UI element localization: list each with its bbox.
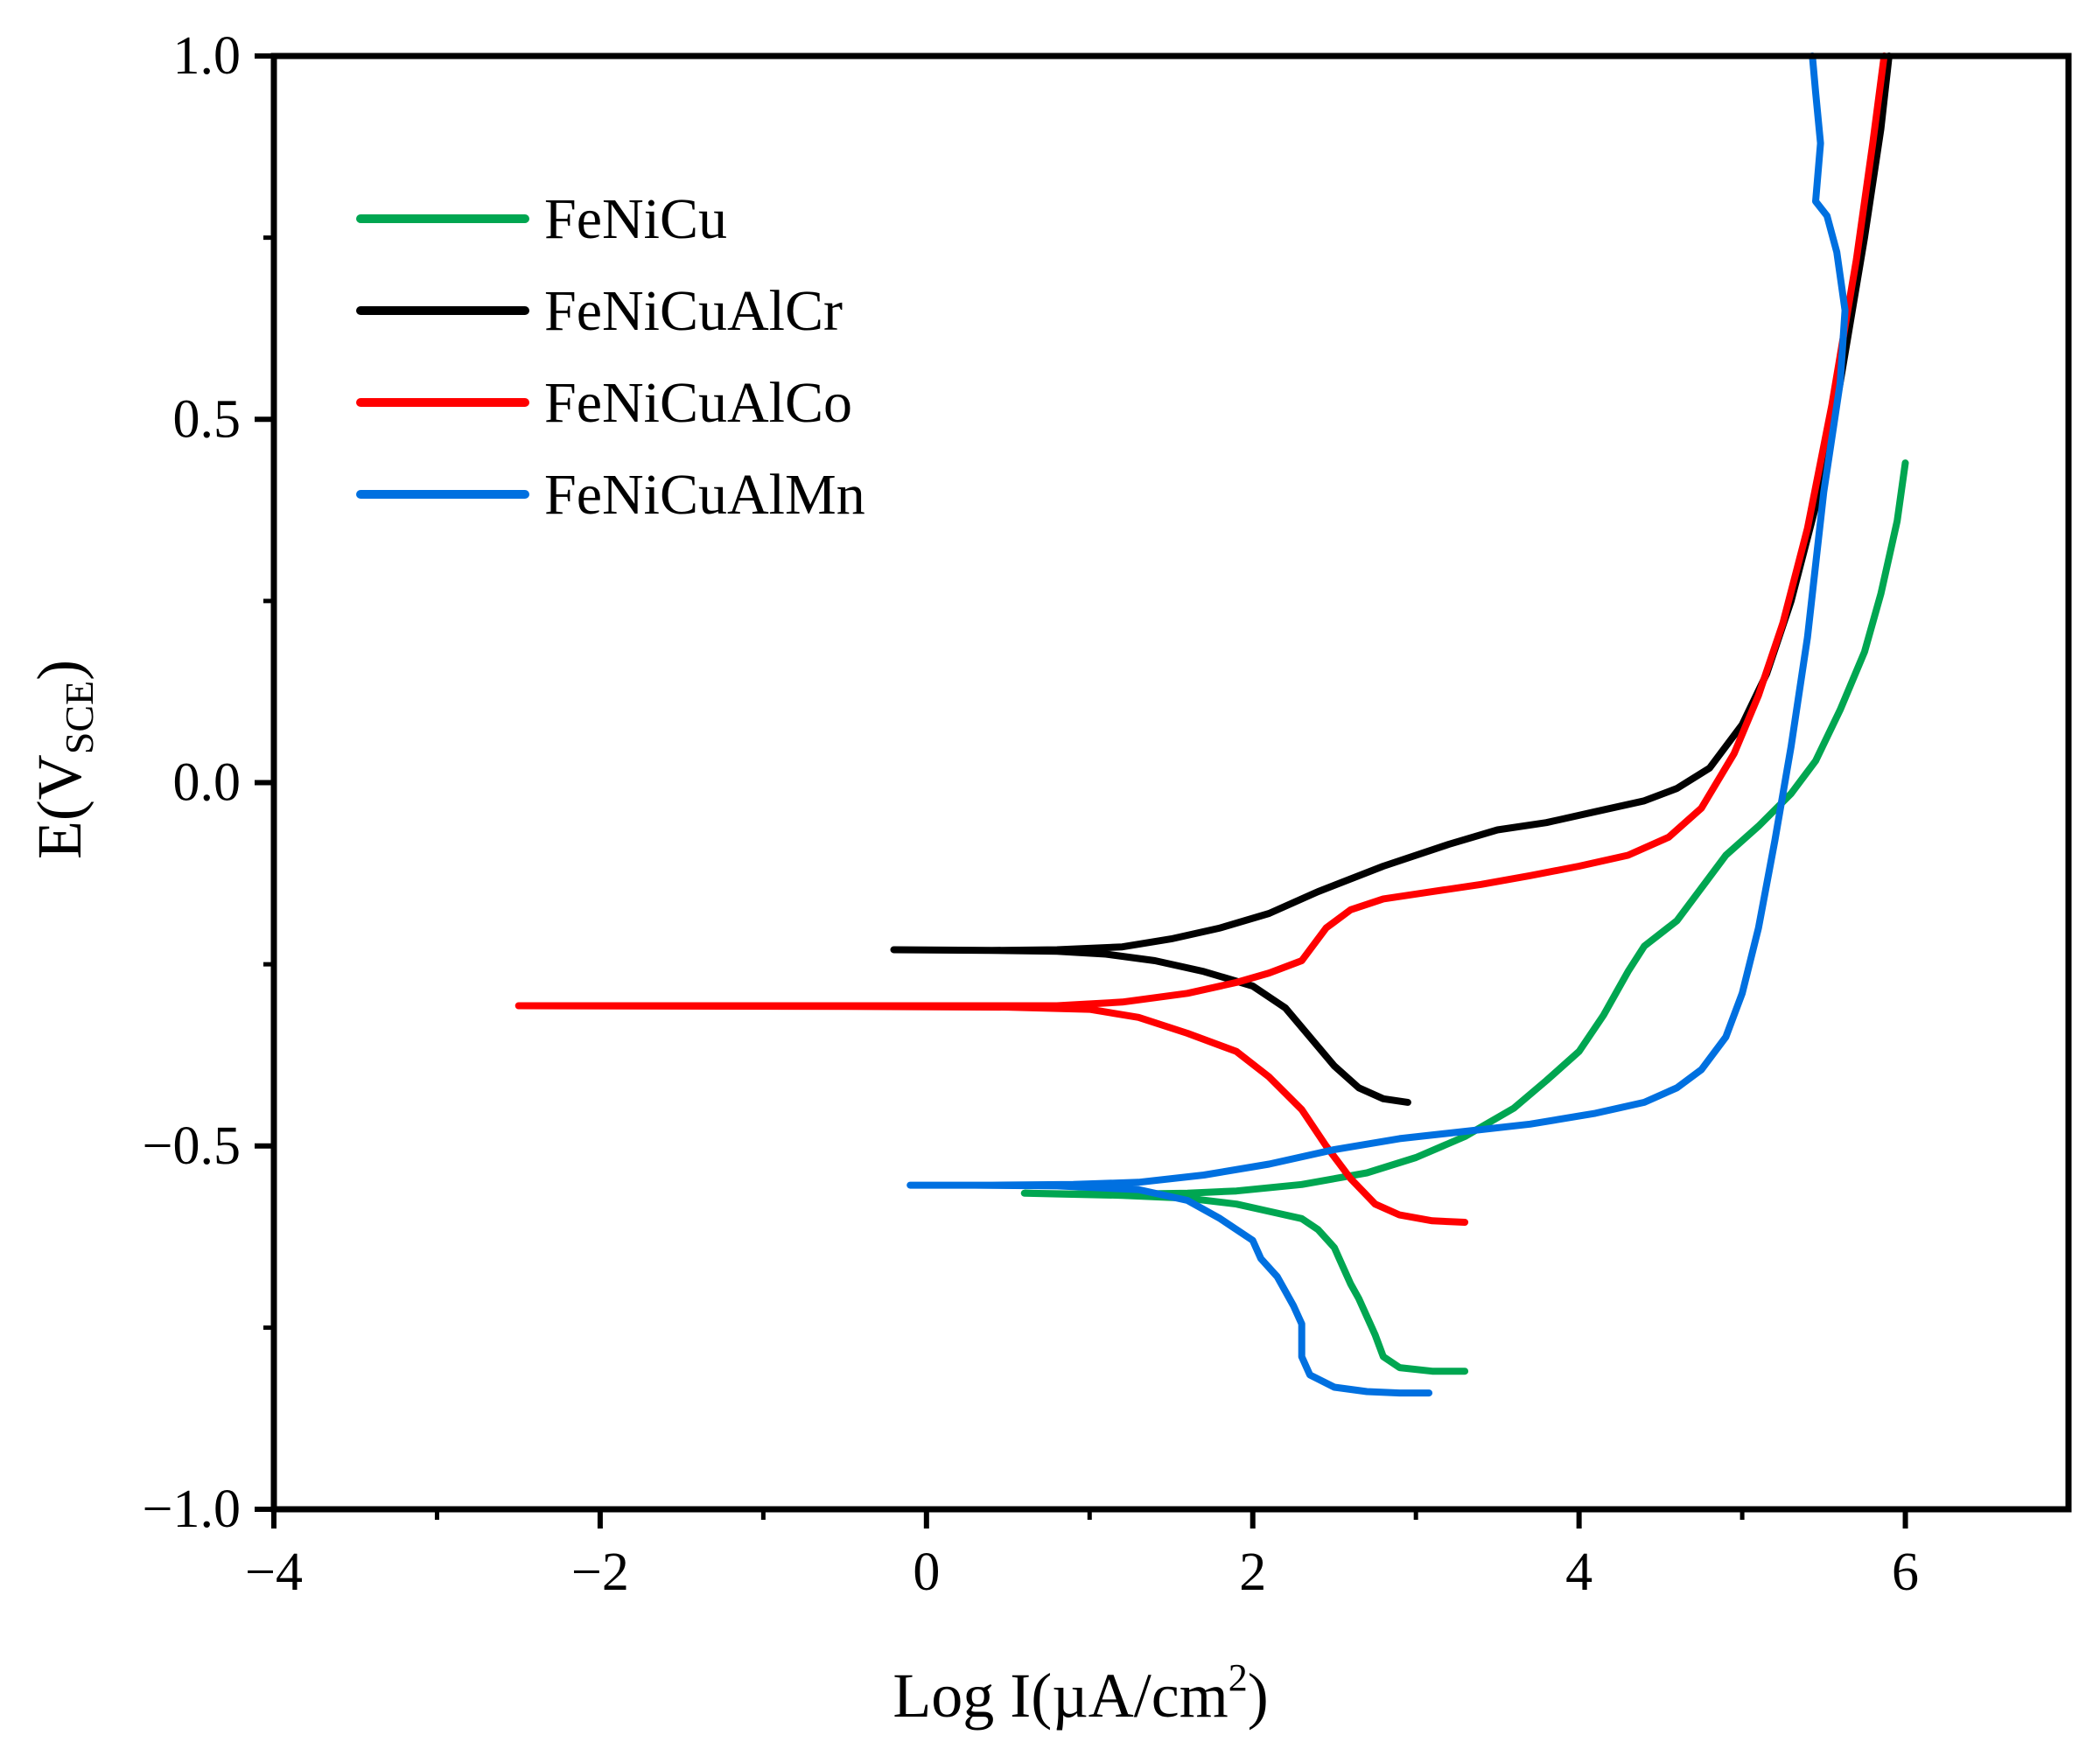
legend-label-fenicualmn: FeNiCuAlMn [544,463,865,527]
x-tick-label: −2 [571,1543,629,1602]
x-tick-label: −4 [245,1543,303,1602]
x-axis-ticks: −4 −2 0 2 4 6 [245,1509,1919,1602]
x-axis-title: Log I(µA/cm2) [892,1656,1268,1731]
legend-label-fenicualco: FeNiCuAlCo [544,371,852,435]
y-axis-title-sub: SCE [57,681,102,754]
series-line-fenicualmn [906,52,1849,1397]
series-line-fenicualcr [890,52,1893,1106]
x-tick-label: 4 [1565,1543,1592,1602]
x-tick-label: 2 [1239,1543,1266,1602]
x-axis-title-main: Log I(µA/cm [892,1661,1228,1731]
y-tick-label: −1.0 [143,1480,241,1539]
y-axis-title-end: ) [24,660,94,681]
x-axis-title-end: ) [1248,1661,1269,1731]
y-tick-label: 0.0 [173,753,242,813]
legend-label-fenicualcr: FeNiCuAlCr [544,279,843,343]
x-axis-title-sup: 2 [1228,1656,1248,1699]
legend: FeNiCu FeNiCuAlCr FeNiCuAlCo FeNiCuAlMn [356,187,865,527]
y-tick-label: −0.5 [143,1116,241,1176]
y-tick-label: 0.5 [173,389,242,449]
y-axis-ticks: −1.0 −0.5 0.0 0.5 1.0 [143,26,274,1539]
y-tick-label: 1.0 [173,26,242,86]
x-tick-label: 0 [913,1543,940,1602]
y-axis-title: E(VSCE) [24,660,102,859]
series-line-fenicualco [514,52,1888,1226]
x-tick-label: 6 [1892,1543,1919,1602]
curves-layer [514,52,1909,1397]
legend-label-fenicu: FeNiCu [544,187,727,251]
series-line-fenicu [1020,459,1909,1375]
y-axis-title-main: E(V [24,754,94,859]
